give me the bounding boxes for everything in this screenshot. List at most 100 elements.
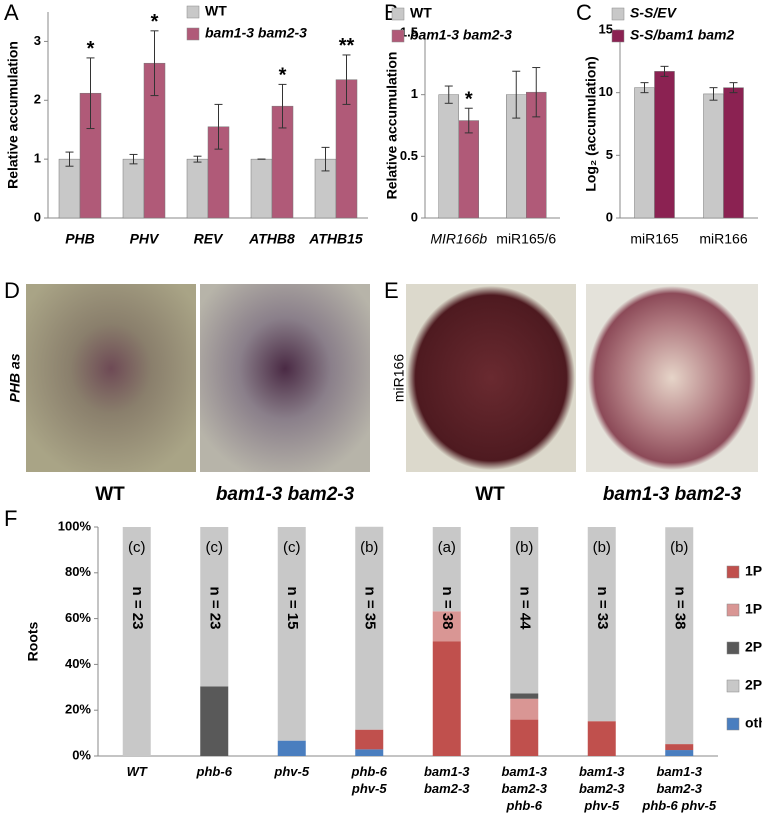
x-tick-line: phb-6 <box>196 764 233 779</box>
y-tick-label: 20% <box>65 702 91 717</box>
group-label: (c) <box>128 539 146 556</box>
bar <box>250 158 273 219</box>
bar <box>122 158 145 219</box>
group-label: (b) <box>670 539 688 556</box>
error-bar <box>532 67 541 118</box>
bar-segment <box>510 719 539 756</box>
x-tick-label: miR166 <box>699 231 747 247</box>
bar <box>438 94 459 219</box>
x-tick-line: bam2-3 <box>579 781 625 796</box>
group-label: (c) <box>283 539 301 556</box>
bar-segment <box>355 526 384 730</box>
caption: bam1-3 bam2-3 <box>216 484 355 505</box>
significance-mark: * <box>87 38 95 60</box>
error-bar <box>150 30 159 97</box>
bar <box>634 87 655 219</box>
bar <box>703 93 724 219</box>
y-tick-label: 15 <box>599 21 613 36</box>
legend-swatch <box>611 7 625 21</box>
bar-segment <box>432 641 461 756</box>
caption: WT <box>475 484 505 505</box>
x-tick-label: miR165/6 <box>496 231 556 247</box>
panel-label: D <box>4 278 20 303</box>
y-axis-label: Log₂ (accumulation) <box>583 56 599 191</box>
legend-label: WT <box>205 3 227 19</box>
bar-segment <box>510 527 539 694</box>
n-label: n = 35 <box>361 587 378 630</box>
x-tick-label: ATHB15 <box>308 231 363 247</box>
legend-label: 2P 2M <box>745 677 762 693</box>
panel-e: E miR166 WT bam1-3 bam2-3 <box>384 278 758 505</box>
legend-swatch <box>726 717 740 731</box>
micrograph <box>26 284 196 472</box>
x-tick-line: phv-5 <box>583 798 619 813</box>
n-label: n = 38 <box>671 587 688 630</box>
x-tick-label: bam1-3 bam2-3 phb-6 <box>501 764 547 813</box>
legend-swatch <box>726 565 740 579</box>
bar-segment <box>587 527 616 722</box>
significance-mark: * <box>279 65 287 87</box>
side-label: miR166 <box>391 354 407 402</box>
n-label: n = 44 <box>516 587 533 631</box>
bar-segment <box>665 744 694 751</box>
error-bar <box>65 151 74 167</box>
caption: WT <box>95 484 125 505</box>
legend-label: bam1-3 bam2-3 <box>205 25 307 41</box>
group-label: (b) <box>360 539 378 556</box>
y-tick-label: 5 <box>606 147 613 162</box>
significance-mark: * <box>465 89 473 111</box>
group-label: (b) <box>593 539 611 556</box>
legend-label: other <box>745 715 762 731</box>
x-tick-label: miR165 <box>630 231 678 247</box>
x-tick-line: bam2-3 <box>501 781 547 796</box>
y-tick-label: 60% <box>65 610 91 625</box>
legend-swatch <box>726 641 740 655</box>
y-tick-label: 0.5 <box>400 148 418 163</box>
bar-segment <box>587 721 616 756</box>
bar <box>458 120 479 219</box>
bar <box>723 87 744 219</box>
x-tick-line: bam2-3 <box>424 781 470 796</box>
y-axis-label: Roots <box>25 621 41 661</box>
y-tick-label: 80% <box>65 564 91 579</box>
y-tick-label: 40% <box>65 656 91 671</box>
error-bar <box>709 87 718 101</box>
error-bar <box>342 54 351 105</box>
panel-label: E <box>384 278 399 303</box>
group-label: (a) <box>438 539 456 556</box>
caption: bam1-3 bam2-3 <box>603 484 742 505</box>
error-bar <box>512 70 521 119</box>
x-tick-label: PHB <box>65 231 95 247</box>
legend-label: 2P 3M <box>745 639 762 655</box>
y-tick-label: 10 <box>599 84 613 99</box>
error-bar <box>464 107 473 134</box>
n-label: n = 23 <box>129 587 146 630</box>
group-label: (c) <box>206 539 224 556</box>
error-bar <box>193 155 202 163</box>
legend-swatch <box>391 29 405 43</box>
n-label: n = 23 <box>206 587 223 630</box>
panel-label: A <box>4 0 19 25</box>
y-tick-label: 0 <box>34 209 41 224</box>
bar-segment <box>200 527 229 687</box>
x-tick-label: REV <box>194 231 224 247</box>
error-bar <box>660 65 669 77</box>
error-bar <box>86 57 95 130</box>
root-section <box>588 286 756 470</box>
legend-label: S-S/EV <box>630 5 678 21</box>
legend-label: 1P 2M <box>745 601 762 617</box>
bar-segment <box>355 749 384 756</box>
x-tick-label: phb-6 <box>196 764 233 779</box>
x-tick-line: bam2-3 <box>656 781 702 796</box>
x-tick-line: phb-6 phv-5 <box>641 798 716 813</box>
x-tick-label: MIR166b <box>430 231 487 247</box>
x-tick-line: phv-5 <box>273 764 309 779</box>
bar-segment <box>665 527 694 745</box>
x-tick-label: PHV <box>130 231 160 247</box>
error-bar <box>129 153 138 165</box>
x-tick-line: phb-6 <box>506 798 543 813</box>
y-axis-label: Relative accumulation <box>384 52 400 200</box>
bar-segment <box>665 750 694 756</box>
bar-segment <box>355 729 384 750</box>
